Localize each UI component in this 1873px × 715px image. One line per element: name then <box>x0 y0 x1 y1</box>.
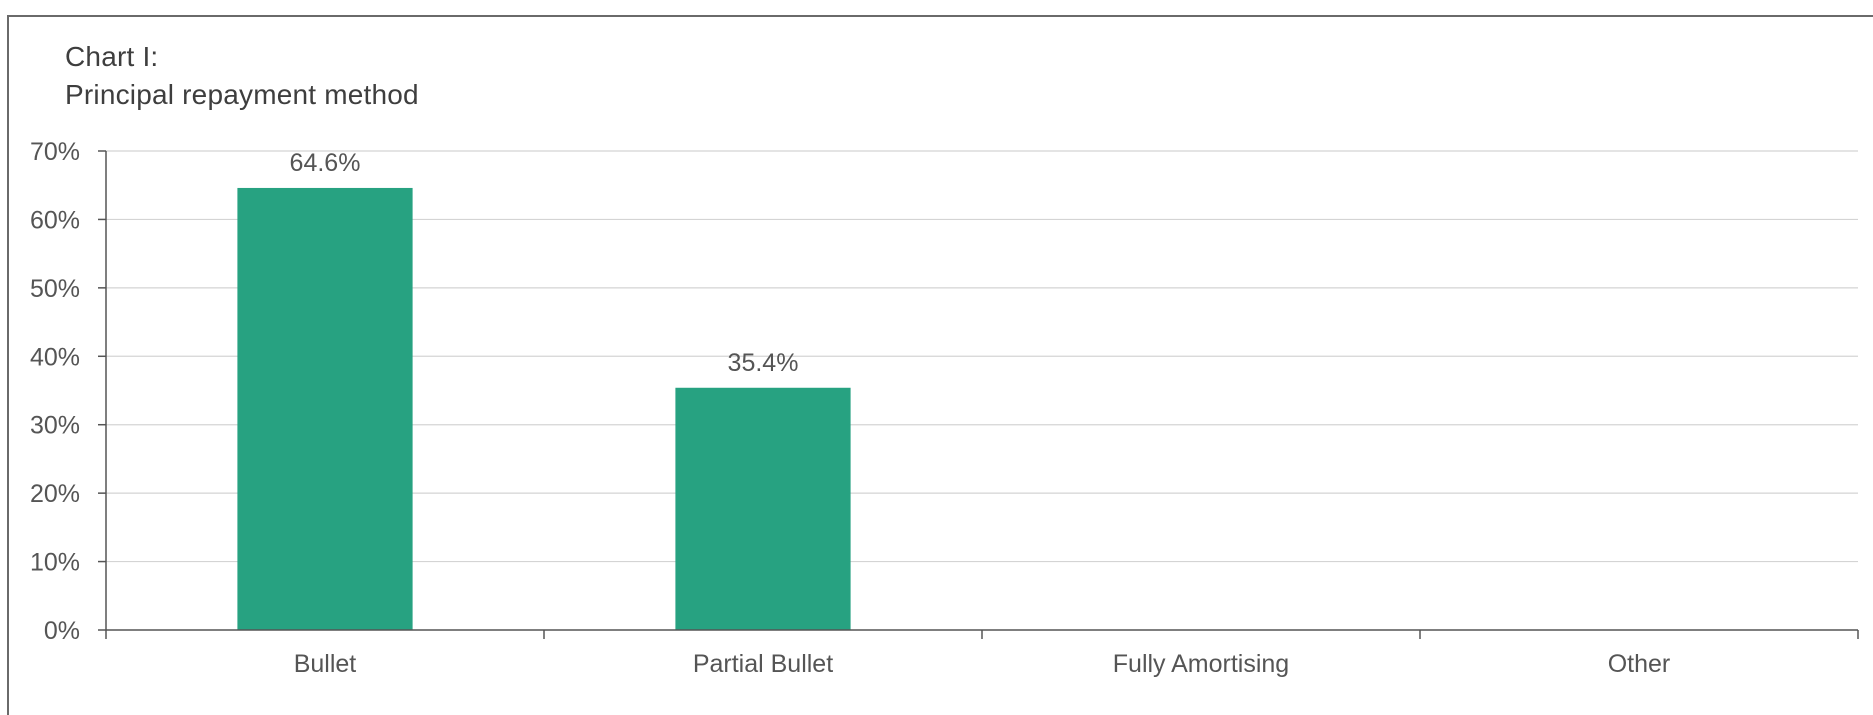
bar-chart: 0% 10% 20% 30% 40% 50% 60% 70% 64.6% Bullet 35.4% P… <box>30 138 1859 678</box>
category-label: Other <box>1608 650 1671 678</box>
y-tick-label: 20% <box>30 480 80 508</box>
chart-frame <box>7 15 1873 715</box>
bar-partial-bullet <box>675 387 851 630</box>
y-tick-label: 30% <box>30 412 80 440</box>
bar-bullet <box>237 187 413 631</box>
labels: 0% 10% 20% 30% 40% 50% 60% 70% 64.6% Bullet 35.4% P… <box>30 138 1670 678</box>
y-tick-label: 50% <box>30 275 80 303</box>
data-label: 64.6% <box>290 149 361 177</box>
y-tick-label: 40% <box>30 343 80 371</box>
chart-title-block: Chart I: Principal repayment method <box>65 38 419 114</box>
y-tick-label: 60% <box>30 206 80 234</box>
axes <box>98 150 1859 639</box>
chart-subtitle: Principal repayment method <box>65 79 419 110</box>
y-tick-label: 0% <box>44 617 80 645</box>
y-tick-label: 70% <box>30 138 80 166</box>
y-tick-label: 10% <box>30 549 80 577</box>
category-label: Bullet <box>294 650 357 678</box>
category-label: Partial Bullet <box>693 650 833 678</box>
category-label: Fully Amortising <box>1113 650 1289 678</box>
data-label: 35.4% <box>728 349 799 377</box>
bars <box>237 187 851 631</box>
chart-title: Chart I: <box>65 41 159 72</box>
